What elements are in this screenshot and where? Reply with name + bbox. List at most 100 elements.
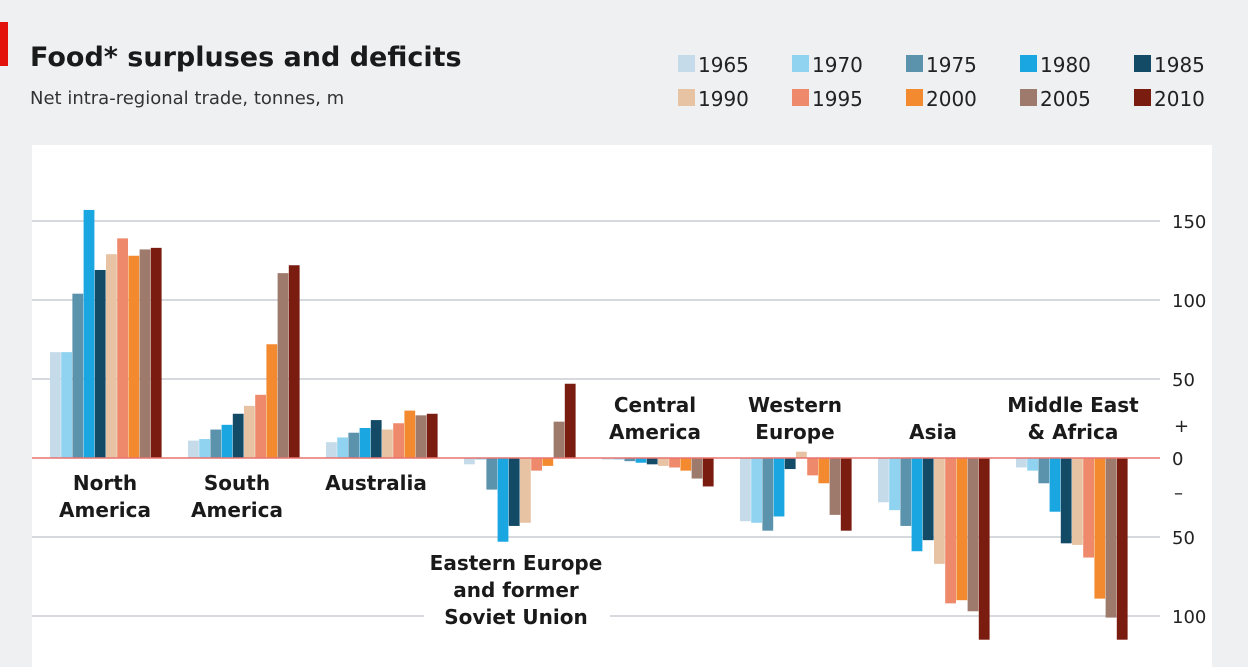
legend-label: 1995 (812, 87, 863, 111)
bar-1990 (382, 429, 393, 458)
bar-group-8 (1016, 458, 1128, 640)
region-label-line: Australia (325, 471, 427, 495)
region-label-line: America (59, 498, 151, 522)
bar-1980 (497, 458, 509, 542)
bar-1970 (889, 458, 900, 511)
bar-2005 (691, 458, 703, 479)
bar-2005 (415, 415, 427, 458)
chart-title: Food* surpluses and deficits (30, 42, 462, 73)
legend-item-1970: 1970 (792, 53, 863, 77)
bar-1990 (658, 458, 669, 466)
legend-label: 1985 (1154, 53, 1205, 77)
bar-2005 (553, 421, 565, 458)
legend-item-1990: 1990 (678, 87, 749, 111)
bar-1995 (255, 394, 266, 458)
bar-1985 (784, 458, 796, 470)
bar-1965 (50, 352, 61, 458)
legend-swatch (1020, 89, 1037, 106)
bar-1995 (945, 458, 956, 604)
bar-group-6 (740, 451, 852, 531)
bar-1970 (751, 458, 762, 523)
bar-1980 (911, 458, 923, 552)
bar-1970 (1027, 458, 1038, 471)
bar-1985 (646, 458, 658, 465)
legend-label: 2005 (1040, 87, 1091, 111)
region-label-line: Eastern Europe (430, 551, 603, 575)
bar-1985 (1060, 458, 1072, 544)
bar-1990 (1072, 458, 1083, 545)
bar-1995 (807, 458, 818, 476)
bar-1995 (393, 423, 404, 458)
bar-1990 (796, 451, 807, 458)
legend-swatch (792, 89, 809, 106)
bar-2010 (1116, 458, 1128, 640)
region-label-4: Eastern Europe and former Soviet Union (424, 546, 610, 632)
bar-1990 (934, 458, 945, 564)
legend-swatch (678, 55, 695, 72)
region-label-line: Western (748, 393, 842, 417)
region-label-line: & Africa (1028, 420, 1119, 444)
bar-1975 (72, 293, 84, 458)
bar-1970 (61, 352, 72, 458)
region-label-line: South (204, 471, 270, 495)
bar-1980 (773, 458, 785, 517)
bar-1985 (922, 458, 934, 541)
bar-1980 (359, 427, 371, 458)
bar-1965 (878, 458, 889, 503)
bar-1965 (326, 442, 337, 458)
bar-2005 (277, 273, 289, 458)
bar-1985 (370, 420, 382, 458)
bar-1980 (83, 209, 95, 458)
bars (32, 209, 1160, 640)
legend-swatch (678, 89, 695, 106)
bar-2000 (266, 344, 278, 458)
bar-1975 (900, 458, 912, 526)
bar-1975 (486, 458, 498, 490)
legend-label: 1990 (698, 87, 749, 111)
bar-group-3 (326, 410, 438, 458)
legend-label: 1965 (698, 53, 749, 77)
region-label-line: America (609, 420, 701, 444)
legend-item-2000: 2000 (906, 87, 977, 111)
bar-1965 (188, 440, 199, 458)
bar-1990 (244, 405, 255, 458)
bar-1975 (210, 429, 222, 458)
plot-background (32, 145, 1212, 667)
bar-group-7 (878, 458, 990, 640)
bar-1965 (1016, 458, 1027, 468)
region-label-line: North (73, 471, 137, 495)
bar-1990 (520, 458, 531, 523)
bar-1985 (94, 269, 106, 458)
y-tick-label: 150 (1172, 212, 1206, 233)
bar-1970 (337, 437, 348, 458)
region-label-7: Asia (909, 420, 957, 444)
legend-swatch (1020, 55, 1037, 72)
bar-1995 (531, 458, 542, 471)
legend-swatch (906, 55, 923, 72)
legend-item-1985: 1985 (1134, 53, 1205, 77)
legend-item-1965: 1965 (678, 53, 749, 77)
bar-1975 (1038, 458, 1050, 484)
legend-item-1980: 1980 (1020, 53, 1091, 77)
bar-1965 (464, 458, 475, 465)
bar-group-1 (50, 209, 162, 458)
bar-1980 (635, 458, 647, 463)
bar-1985 (232, 413, 244, 458)
y-sign-minus: – (1174, 483, 1183, 504)
legend-label: 1970 (812, 53, 863, 77)
bar-1975 (762, 458, 774, 531)
bar-1975 (348, 432, 360, 458)
legend-swatch (1134, 89, 1151, 106)
bar-2000 (128, 255, 140, 458)
bar-2005 (967, 458, 979, 612)
bar-2010 (702, 458, 714, 487)
legend-label: 1975 (926, 53, 977, 77)
region-label-line: Central (614, 393, 696, 417)
region-label-5: Central America (609, 393, 701, 444)
bar-2010 (978, 458, 990, 640)
bar-1995 (117, 238, 128, 458)
y-sign-plus: + (1174, 416, 1189, 437)
region-label-line: and former (453, 578, 579, 602)
